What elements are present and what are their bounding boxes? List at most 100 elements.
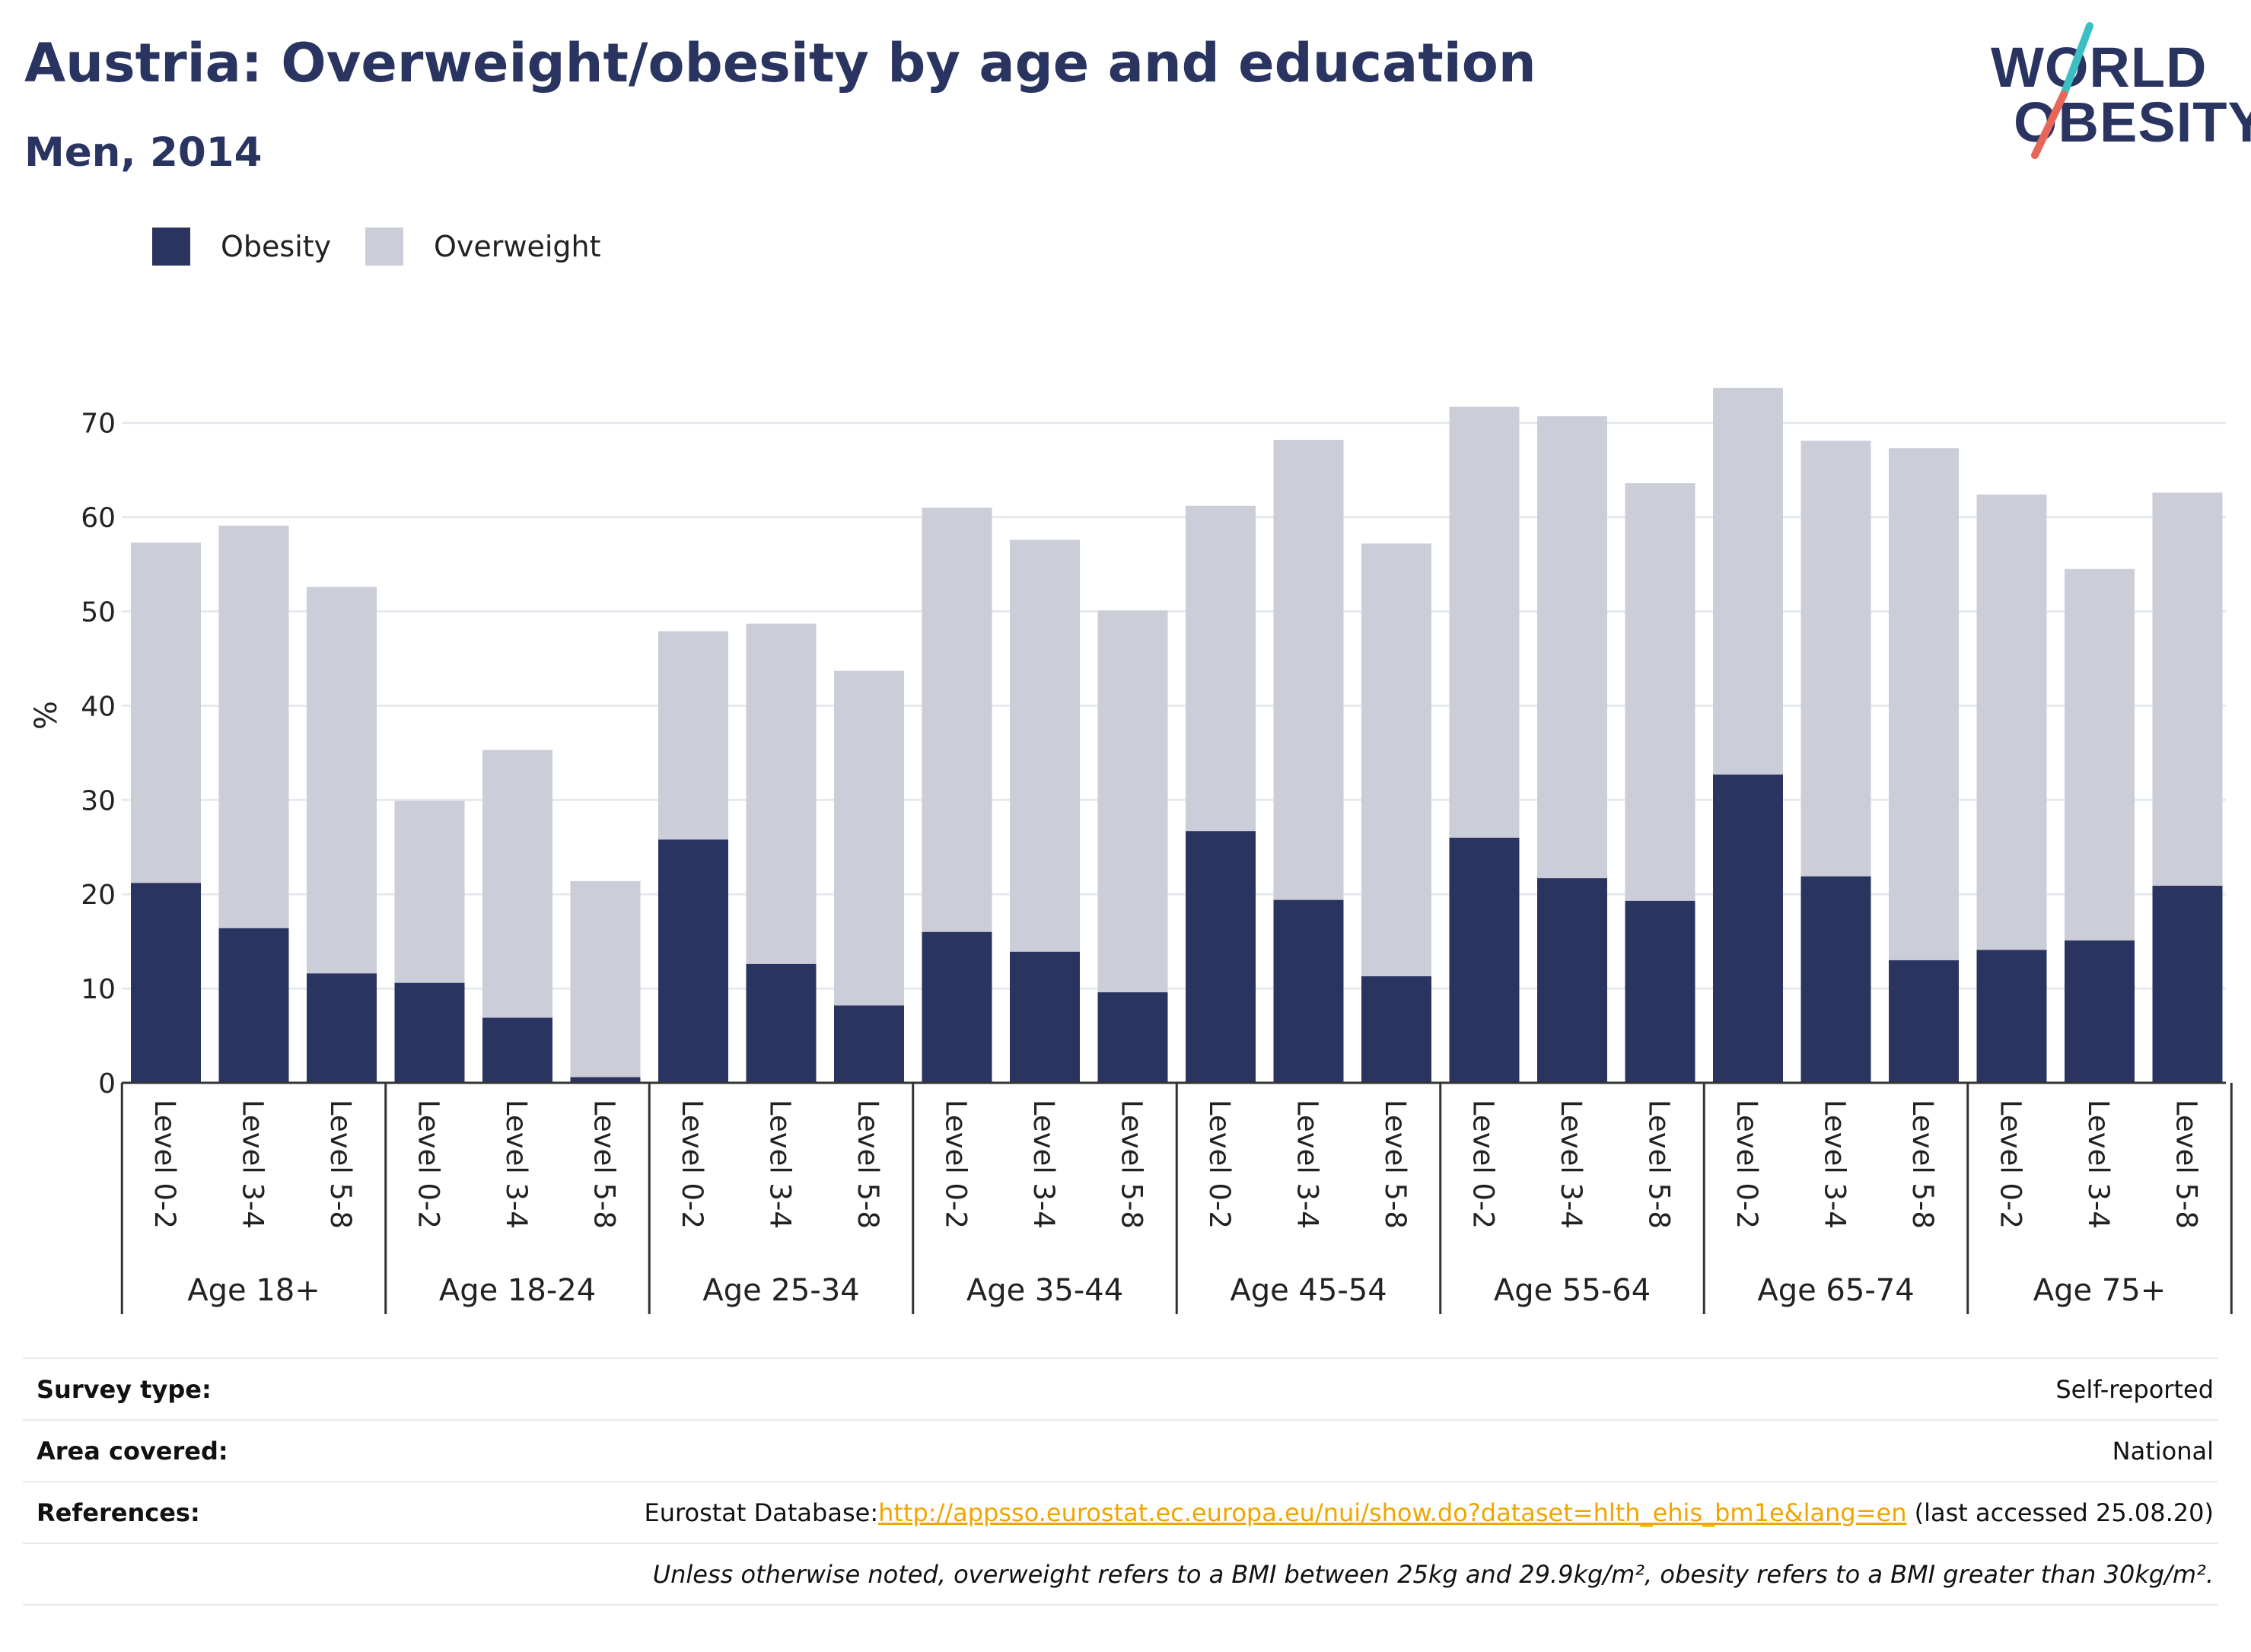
x-level-label: Level 5-8 — [1116, 1100, 1148, 1229]
bar-overweight — [570, 880, 641, 1077]
x-level-label: Level 5-8 — [588, 1100, 621, 1229]
x-group-label: Age 18+ — [187, 1273, 320, 1308]
bar-overweight — [1097, 610, 1168, 993]
bar-obesity — [658, 839, 728, 1083]
y-tick-label: 40 — [81, 691, 116, 722]
y-tick-label: 20 — [81, 880, 116, 911]
bar-obesity — [1186, 831, 1256, 1083]
x-level-label: Level 3-4 — [500, 1100, 533, 1229]
bar-obesity — [131, 883, 201, 1083]
bar-obesity — [1097, 992, 1168, 1083]
bar-overweight — [1273, 440, 1344, 900]
references-suffix: (last accessed 25.08.20) — [1906, 1498, 2214, 1527]
x-level-label: Level 0-2 — [148, 1100, 181, 1229]
logo-text-world: WORLD — [1991, 36, 2208, 99]
bar-overweight — [922, 508, 992, 932]
references-label: References: — [23, 1481, 467, 1543]
axis-labels: 0 10 20 30 40 50 60 70% Level 0-2 Level 3-4 Level … — [29, 409, 2203, 1308]
references-row: References: Eurostat Database:http://app… — [23, 1481, 2218, 1543]
bar-overweight — [2152, 492, 2223, 886]
survey-type-value: Self-reported — [467, 1358, 2218, 1420]
x-level-label: Level 0-2 — [1995, 1100, 2027, 1229]
bar-chart: 0 10 20 30 40 50 60 70% Level 0-2 Level 3-4 Level … — [29, 387, 2233, 1314]
chart-title: Austria: Overweight/obesity by age and e… — [24, 32, 1536, 94]
references-value: Eurostat Database:http://appsso.eurostat… — [467, 1481, 2218, 1543]
x-level-label: Level 5-8 — [852, 1100, 884, 1229]
x-level-label: Level 3-4 — [237, 1100, 269, 1229]
x-level-label: Level 0-2 — [412, 1100, 445, 1229]
bar-overweight — [1186, 505, 1256, 832]
x-level-label: Level 0-2 — [1467, 1100, 1500, 1229]
bar-overweight — [834, 670, 904, 1006]
bar-obesity — [218, 928, 289, 1083]
legend-overweight-label: Overweight — [434, 230, 601, 263]
x-level-label: Level 5-8 — [1379, 1100, 1412, 1229]
gridlines — [122, 422, 2226, 990]
x-level-label: Level 3-4 — [1291, 1100, 1324, 1229]
legend-overweight[interactable]: Overweight — [365, 225, 601, 268]
bar-obesity — [1361, 976, 1431, 1083]
bar-obesity — [1449, 837, 1520, 1083]
x-level-label: Level 3-4 — [1555, 1100, 1587, 1229]
bar-obesity — [307, 973, 377, 1083]
area-covered-value: National — [467, 1419, 2218, 1482]
y-tick-label: 10 — [81, 974, 116, 1005]
legend-obesity-swatch — [152, 228, 190, 266]
bar-overweight — [1800, 441, 1871, 877]
bar-overweight — [1537, 416, 1607, 879]
x-level-label: Level 0-2 — [676, 1100, 708, 1229]
x-group-label: Age 45-54 — [1230, 1273, 1387, 1308]
x-group-label: Age 55-64 — [1494, 1273, 1651, 1308]
x-level-label: Level 3-4 — [1027, 1100, 1060, 1229]
legend-obesity-label: Obesity — [221, 230, 332, 263]
bar-overweight — [2065, 568, 2135, 941]
bar-obesity — [1625, 900, 1695, 1083]
info-table: Survey type: Self-reported Area covered:… — [23, 1358, 2218, 1606]
bar-obesity — [394, 982, 465, 1083]
x-level-label: Level 5-8 — [1643, 1100, 1676, 1229]
logo-slash-icon — [2031, 22, 2093, 159]
x-level-label: Level 5-8 — [1906, 1100, 1939, 1229]
y-tick-label: 30 — [81, 785, 116, 816]
bar-overweight — [1010, 540, 1080, 952]
x-group-label: Age 18-24 — [439, 1273, 596, 1308]
y-tick-label: 70 — [81, 409, 116, 440]
bar-obesity — [834, 1005, 904, 1083]
x-group-label: Age 25-34 — [702, 1273, 859, 1308]
bar-overweight — [1625, 482, 1695, 901]
references-link[interactable]: http://appsso.eurostat.ec.europa.eu/nui/… — [878, 1498, 1907, 1527]
area-covered-label: Area covered: — [23, 1419, 467, 1482]
area-covered-row: Area covered: National — [23, 1419, 2218, 1482]
bar-obesity — [482, 1017, 552, 1083]
axes — [120, 1081, 2233, 1314]
bar-obesity — [922, 931, 992, 1083]
bar-overweight — [1976, 494, 2047, 950]
bar-overweight — [218, 525, 289, 928]
x-group-label: Age 65-74 — [1757, 1273, 1914, 1308]
y-tick-label: 50 — [81, 597, 116, 629]
x-level-label: Level 5-8 — [2170, 1100, 2203, 1229]
x-group-label: Age 75+ — [2033, 1273, 2167, 1308]
bar-overweight — [1713, 387, 1783, 775]
chart-subtitle: Men, 2014 — [24, 129, 263, 176]
bar-obesity — [2065, 940, 2135, 1083]
world-obesity-logo: WORLD OBESITY — [1979, 20, 2251, 164]
references-prefix: Eurostat Database: — [644, 1498, 879, 1527]
bar-overweight — [1449, 406, 1520, 838]
bar-overweight — [1361, 543, 1431, 976]
bar-overweight — [394, 801, 465, 983]
bars — [131, 387, 2223, 1083]
legend-obesity[interactable]: Obesity — [152, 225, 331, 268]
bar-overweight — [746, 623, 817, 964]
legend-overweight-swatch — [365, 228, 403, 266]
bar-obesity — [1273, 899, 1344, 1083]
bar-overweight — [1889, 448, 1959, 960]
bar-obesity — [1889, 960, 1959, 1083]
bar-obesity — [1976, 950, 2047, 1083]
bar-overweight — [307, 587, 377, 974]
bmi-note: Unless otherwise noted, overweight refer… — [467, 1542, 2218, 1606]
y-tick-label: 0 — [98, 1068, 116, 1100]
x-level-label: Level 0-2 — [940, 1100, 973, 1229]
survey-type-row: Survey type: Self-reported — [23, 1358, 2218, 1420]
bar-obesity — [1713, 774, 1783, 1083]
